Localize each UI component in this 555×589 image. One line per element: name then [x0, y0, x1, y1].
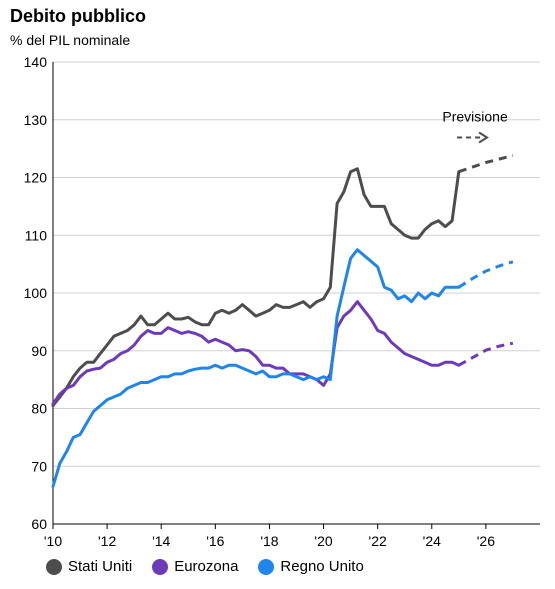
forecast-annotation: Previsione	[442, 108, 508, 124]
y-tick-label: 140	[24, 54, 48, 70]
series-forecast-line-stati-uniti	[458, 154, 514, 174]
x-tick-label: '26	[477, 533, 495, 549]
x-tick-label: '20	[314, 533, 332, 549]
legend-item-stati-uniti: Stati Uniti	[46, 558, 132, 575]
legend-label: Regno Unito	[280, 558, 364, 575]
y-tick-label: 90	[31, 343, 47, 359]
series-line-regno-unito	[51, 248, 461, 488]
legend-label: Stati Uniti	[68, 558, 133, 575]
x-tick-label: '22	[369, 533, 387, 549]
forecast-arrow-head	[478, 131, 489, 144]
legend-label: Eurozona	[174, 558, 239, 575]
legend-item-regno-unito: Regno Unito	[258, 558, 364, 575]
x-tick-label: '16	[206, 533, 224, 549]
chart-subtitle: % del PIL nominale	[10, 32, 131, 48]
x-tick-label: '10	[44, 533, 62, 549]
y-tick-label: 130	[24, 112, 48, 128]
series-line-eurozona	[51, 300, 461, 406]
series-forecast-line-regno-unito	[457, 260, 514, 289]
legend-item-eurozona: Eurozona	[152, 558, 238, 575]
y-tick-label: 80	[31, 401, 47, 417]
y-tick-label: 70	[31, 458, 47, 474]
y-tick-label: 60	[31, 516, 47, 532]
y-tick-label: 120	[24, 170, 48, 186]
legend-swatch	[258, 558, 275, 575]
x-tick-label: '12	[98, 533, 116, 549]
y-tick-label: 110	[25, 227, 48, 243]
x-tick-label: '24	[423, 533, 441, 549]
x-tick-label: '18	[260, 533, 278, 549]
chart-title: Debito pubblico	[10, 6, 146, 26]
legend-swatch	[152, 558, 169, 575]
x-tick-label: '14	[152, 533, 170, 549]
legend: Stati Uniti Eurozona Regno Unito	[46, 558, 384, 575]
y-tick-label: 100	[24, 285, 48, 301]
series-forecast-line-eurozona	[458, 341, 514, 367]
legend-swatch	[46, 558, 62, 575]
series-line-stati-uniti	[51, 167, 461, 408]
